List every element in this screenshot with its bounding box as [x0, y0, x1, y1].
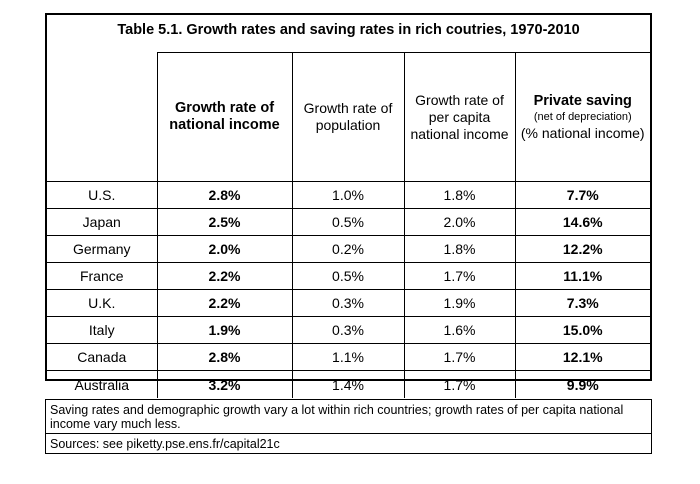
pci-cell: 2.0%: [403, 208, 515, 236]
country-cell: France: [47, 262, 157, 290]
header-growth-national-income: Growth rate of national income: [156, 52, 292, 182]
table-row: Australia 3.2% 1.4% 1.7% 9.9%: [47, 370, 650, 398]
gni-cell: 3.2%: [156, 370, 292, 398]
header-private-saving-title: Private saving: [533, 93, 632, 109]
header-row: Growth rate of national income Growth ra…: [47, 52, 650, 182]
pci-cell: 1.8%: [403, 235, 515, 263]
saving-cell: 15.0%: [514, 316, 650, 344]
sources-text: Sources: see piketty.pse.ens.fr/capital2…: [46, 433, 651, 453]
gni-cell: 2.8%: [156, 343, 292, 371]
gni-cell: 2.0%: [156, 235, 292, 263]
saving-cell: 14.6%: [514, 208, 650, 236]
saving-cell: 7.7%: [514, 181, 650, 209]
saving-cell: 12.2%: [514, 235, 650, 263]
saving-cell: 9.9%: [514, 370, 650, 398]
gni-cell: 2.2%: [156, 262, 292, 290]
country-cell: Germany: [47, 235, 157, 263]
table-row: France 2.2% 0.5% 1.7% 11.1%: [47, 262, 650, 290]
saving-cell: 7.3%: [514, 289, 650, 317]
header-growth-per-capita-income: Growth rate of per capita national incom…: [403, 52, 515, 182]
table-row: Germany 2.0% 0.2% 1.8% 12.2%: [47, 235, 650, 263]
pop-cell: 0.5%: [291, 262, 404, 290]
pop-cell: 1.4%: [291, 370, 404, 398]
header-private-saving-subtitle: (net of depreciation): [533, 111, 632, 123]
saving-cell: 12.1%: [514, 343, 650, 371]
pop-cell: 0.2%: [291, 235, 404, 263]
table-row: U.K. 2.2% 0.3% 1.9% 7.3%: [47, 289, 650, 317]
table-title: Table 5.1. Growth rates and saving rates…: [117, 22, 580, 38]
country-cell: Canada: [47, 343, 157, 371]
country-cell: U.K.: [47, 289, 157, 317]
header-private-saving: Private saving (net of depreciation) (% …: [514, 52, 650, 182]
gni-cell: 2.5%: [156, 208, 292, 236]
pop-cell: 0.3%: [291, 289, 404, 317]
pop-cell: 0.3%: [291, 316, 404, 344]
country-cell: U.S.: [88, 187, 116, 203]
pci-cell: 1.7%: [403, 262, 515, 290]
pop-cell: 0.5%: [291, 208, 404, 236]
pci-cell: 1.6%: [403, 316, 515, 344]
gni-cell: 2.8%: [156, 181, 292, 209]
pci-cell: 1.7%: [403, 370, 515, 398]
table-frame: Table 5.1. Growth rates and saving rates…: [45, 13, 652, 398]
data-table: Growth rate of national income Growth ra…: [47, 52, 650, 398]
table-row: Italy 1.9% 0.3% 1.6% 15.0%: [47, 316, 650, 344]
table-row: Japan 2.5% 0.5% 2.0% 14.6%: [47, 208, 650, 236]
pci-cell: 1.9%: [403, 289, 515, 317]
header-private-saving-unit: (% national income): [520, 125, 645, 141]
country-cell: Italy: [47, 316, 157, 344]
gni-cell: 2.2%: [156, 289, 292, 317]
pci-cell: 1.8%: [403, 181, 515, 209]
pop-cell: 1.1%: [291, 343, 404, 371]
header-blank-cell: [47, 52, 157, 182]
table-body: U.S. 2.8% 1.0% 1.8% 7.7% Japan 2.5% 0.5%…: [47, 181, 650, 398]
pop-cell: 1.0%: [291, 181, 404, 209]
saving-cell: 11.1%: [514, 262, 650, 290]
table-row: U.S. 2.8% 1.0% 1.8% 7.7%: [47, 181, 650, 209]
header-growth-population: Growth rate of population: [291, 52, 404, 182]
country-cell: Japan: [47, 208, 157, 236]
gni-cell: 1.9%: [156, 316, 292, 344]
table-row: Canada 2.8% 1.1% 1.7% 12.1%: [47, 343, 650, 371]
country-cell: Australia: [47, 370, 157, 398]
note-text: Saving rates and demographic growth vary…: [50, 403, 624, 431]
notes-box: Saving rates and demographic growth vary…: [45, 399, 652, 454]
pci-cell: 1.7%: [403, 343, 515, 371]
